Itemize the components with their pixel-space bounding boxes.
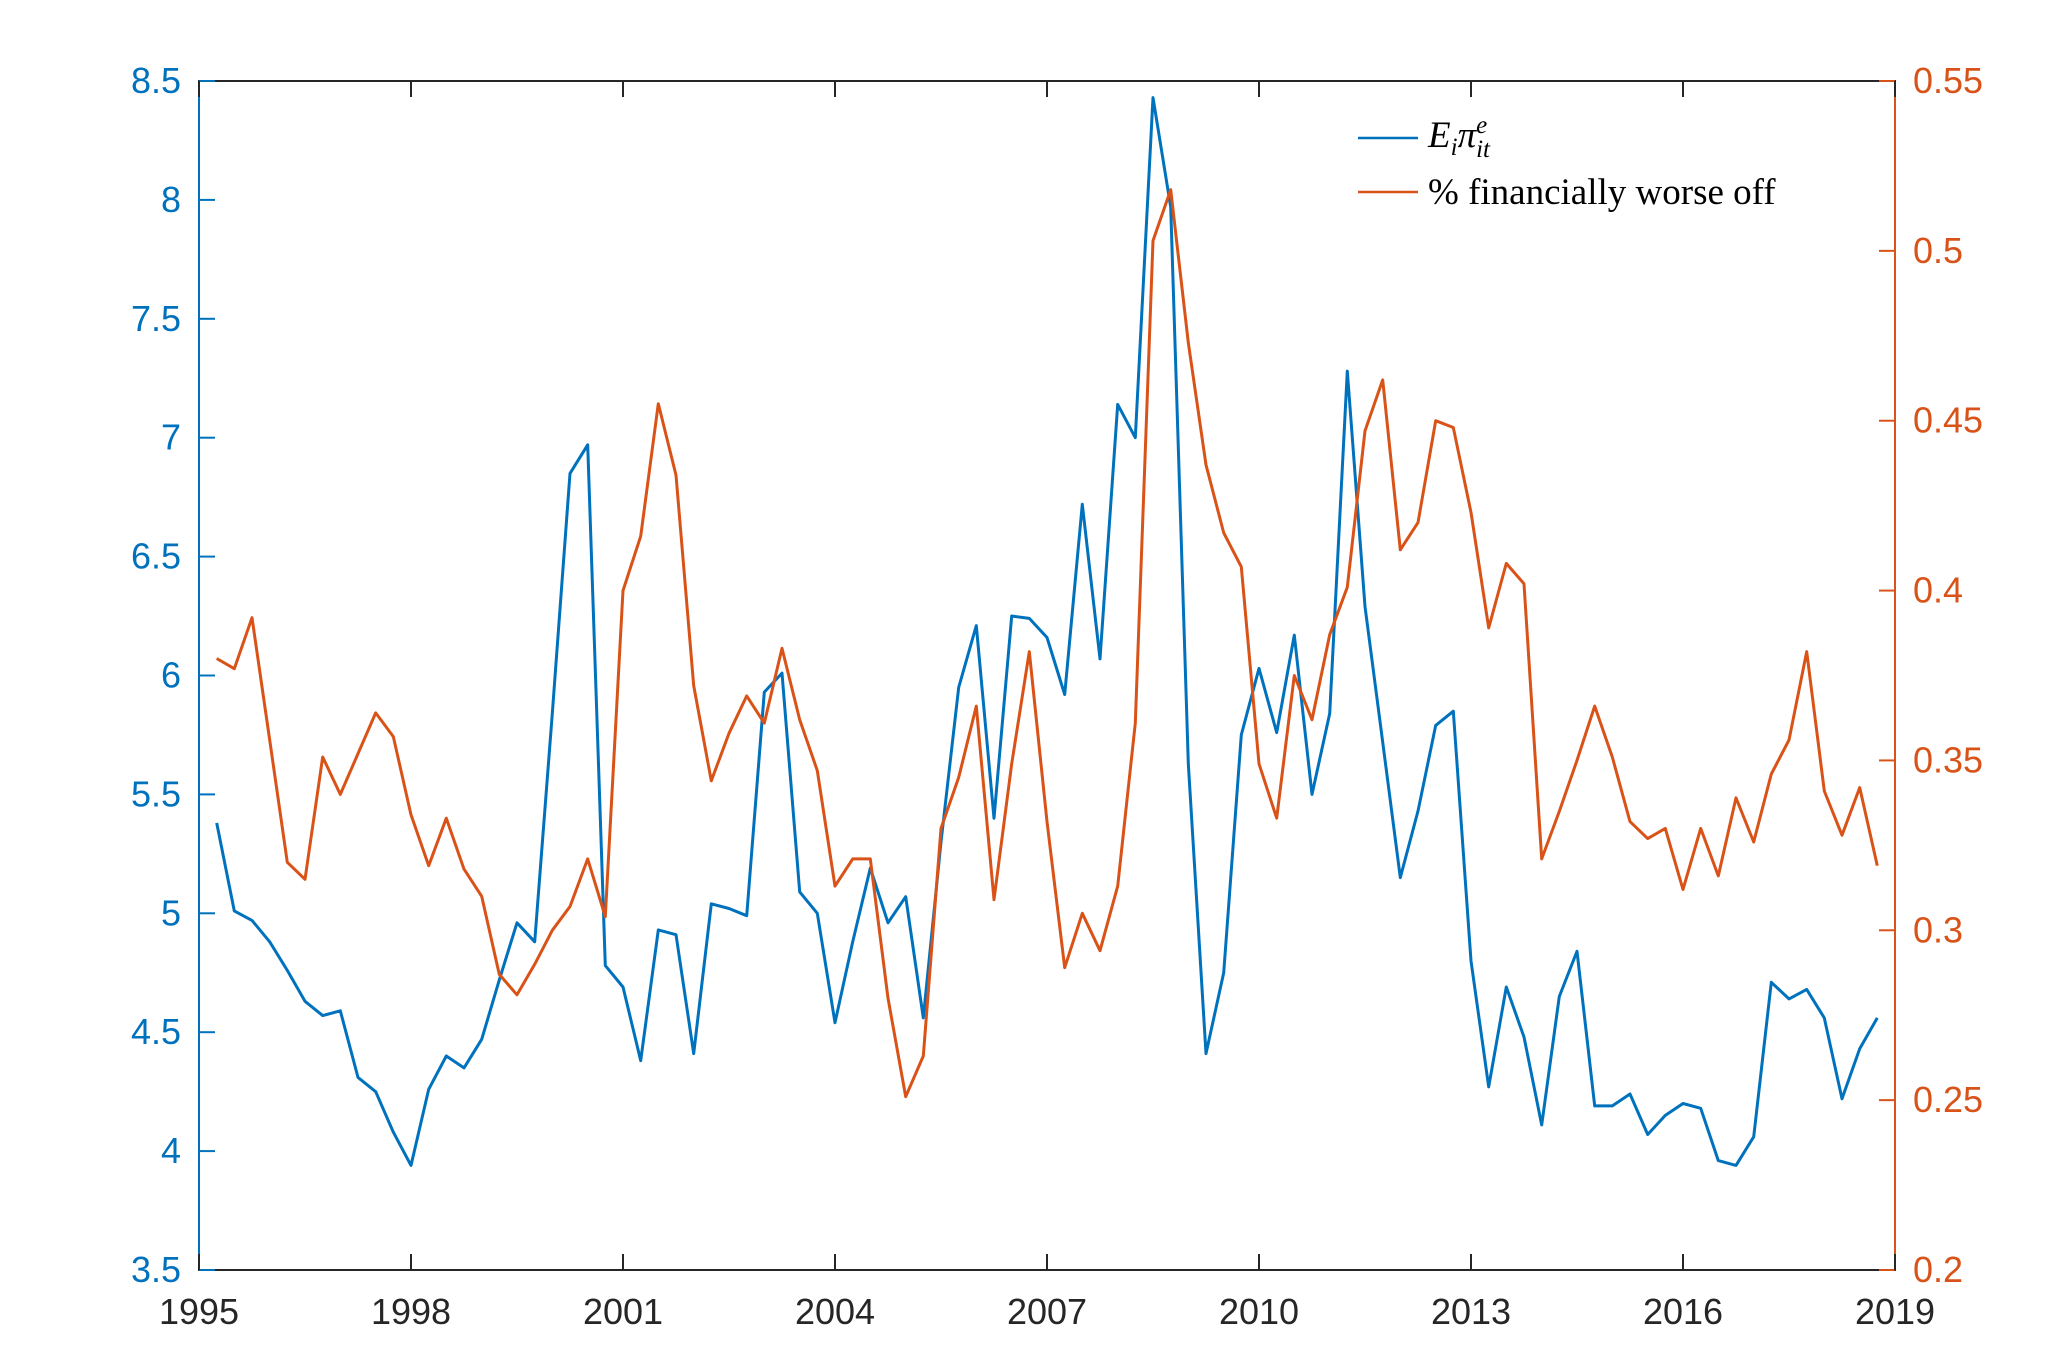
left-tick-label: 6 — [161, 655, 181, 696]
left-axis-ticks: 3.5 4 4.5 5 5.5 6 6.5 7 7.5 8 8.5 — [131, 60, 215, 1290]
series-layer — [215, 96, 1879, 1167]
x-tick-label: 1998 — [371, 1291, 451, 1332]
right-tick-label: 0.45 — [1913, 400, 1983, 441]
series-line-worse-off — [215, 188, 1879, 1099]
right-tick-label: 0.5 — [1913, 230, 1963, 271]
left-tick-label: 7 — [161, 417, 181, 458]
legend-label-worse-off: % financially worse off — [1428, 172, 1776, 213]
legend-label-expectations-pi: π — [1458, 115, 1478, 156]
legend: Eiπe it % financially worse off — [1358, 112, 1776, 213]
x-axis-ticks: 1995 1998 2001 2004 2007 2010 2013 2016 2019 — [159, 81, 1935, 1332]
left-tick-label: 3.5 — [131, 1249, 181, 1290]
x-tick-label: 2010 — [1219, 1291, 1299, 1332]
x-tick-label: 1995 — [159, 1291, 239, 1332]
left-tick-label: 7.5 — [131, 298, 181, 339]
left-tick-label: 4 — [161, 1130, 181, 1171]
legend-label-expectations-E: E — [1427, 115, 1451, 156]
left-tick-label: 5 — [161, 892, 181, 933]
legend-label-expectations-sub-it: it — [1476, 136, 1491, 163]
left-tick-label: 6.5 — [131, 536, 181, 577]
right-tick-label: 0.35 — [1913, 739, 1983, 780]
x-tick-label: 2001 — [583, 1291, 663, 1332]
left-tick-label: 8.5 — [131, 60, 181, 101]
x-tick-label: 2013 — [1431, 1291, 1511, 1332]
x-tick-label: 2007 — [1007, 1291, 1087, 1332]
legend-label-expectations-sub-i: i — [1451, 134, 1458, 161]
left-tick-label: 4.5 — [131, 1011, 181, 1052]
x-tick-label: 2019 — [1855, 1291, 1935, 1332]
right-tick-label: 0.25 — [1913, 1079, 1983, 1120]
x-tick-label: 2004 — [795, 1291, 875, 1332]
series-line-expectations — [215, 96, 1879, 1167]
right-tick-label: 0.3 — [1913, 909, 1963, 950]
right-tick-label: 0.4 — [1913, 570, 1963, 611]
x-tick-label: 2016 — [1643, 1291, 1723, 1332]
legend-label-expectations-sup-e: e — [1476, 112, 1487, 139]
right-axis-ticks: 0.2 0.25 0.3 0.35 0.4 0.45 0.5 0.55 — [1879, 60, 1983, 1290]
left-tick-label: 8 — [161, 179, 181, 220]
right-tick-label: 0.2 — [1913, 1249, 1963, 1290]
legend-label-expectations: Eiπe it — [1427, 112, 1491, 163]
right-tick-label: 0.55 — [1913, 60, 1983, 101]
left-tick-label: 5.5 — [131, 773, 181, 814]
